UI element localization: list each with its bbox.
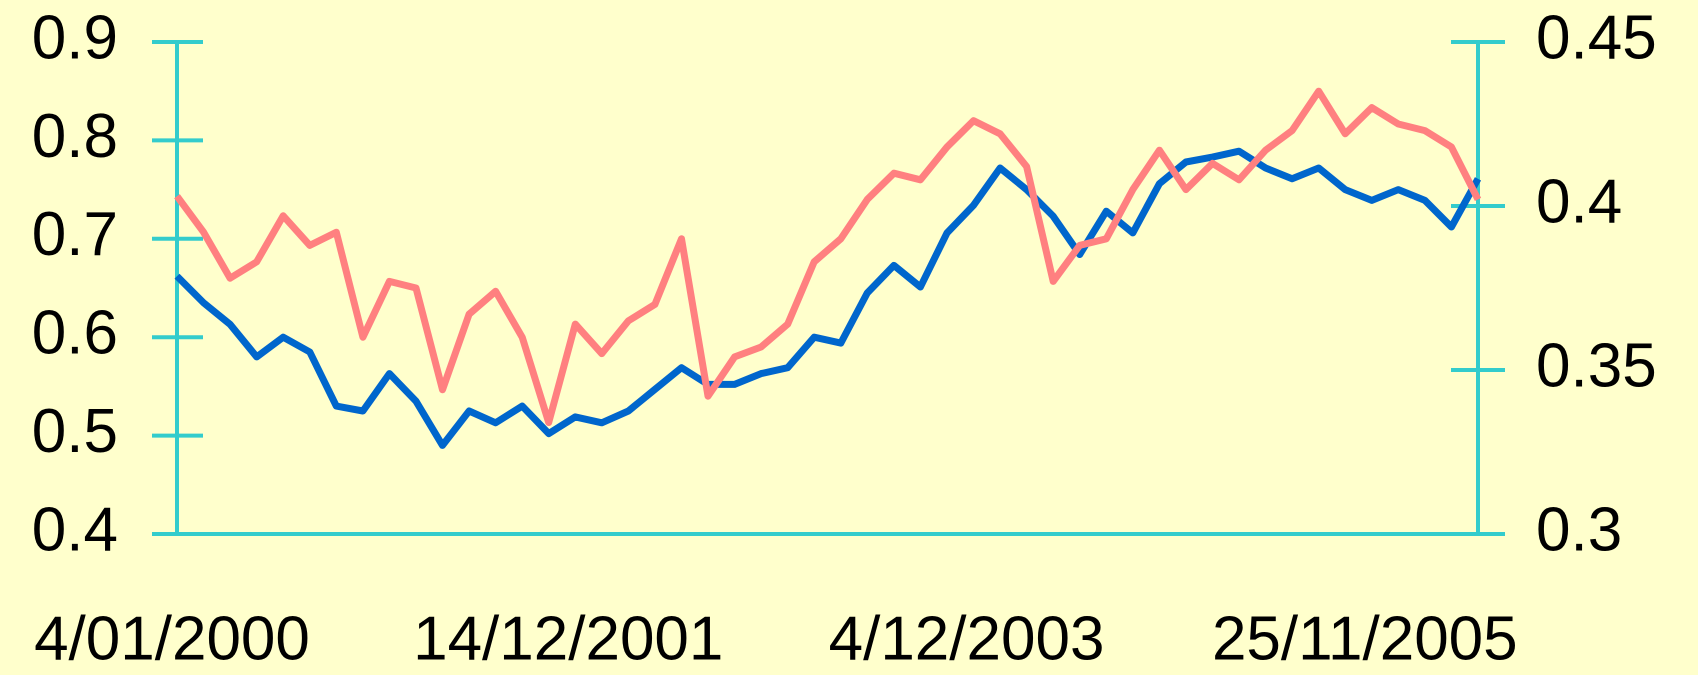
y2-tick-label: 0.35 (1536, 331, 1657, 400)
y-tick-label: 0.7 (32, 200, 118, 269)
series-line (174, 147, 1482, 449)
y-tick-label: 0.8 (32, 102, 118, 171)
y2-tick-label: 0.45 (1536, 3, 1657, 72)
y-tick-label: 0.4 (32, 495, 118, 564)
y2-tick-label: 0.4 (1536, 167, 1622, 236)
y-tick-label: 0.6 (32, 299, 118, 368)
y-tick-label: 0.5 (32, 397, 118, 466)
y2-tick-label: 0.3 (1536, 495, 1622, 564)
x-tick-label: 14/12/2001 (413, 604, 723, 673)
series-line (174, 87, 1482, 426)
x-tick-label: 4/12/2003 (829, 604, 1105, 673)
x-tick-label: 25/11/2005 (1212, 604, 1518, 673)
y-tick-label: 0.9 (32, 3, 118, 72)
x-tick-label: 4/01/2000 (34, 604, 310, 673)
